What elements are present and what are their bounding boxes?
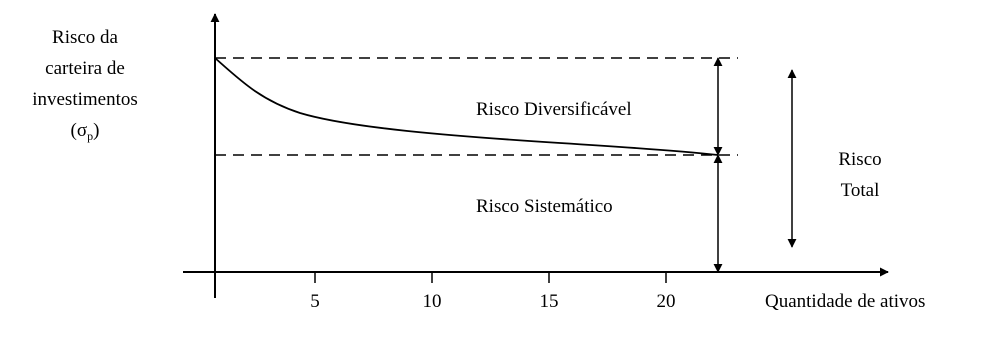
y-axis-label-subscript: p: [87, 129, 93, 143]
y-axis-label-line1: Risco da: [52, 27, 119, 48]
y-axis-label-line3: investimentos: [32, 89, 138, 110]
x-tick-label-10: 10: [423, 291, 442, 312]
x-axis-label: Quantidade de ativos: [765, 291, 925, 312]
y-axis-label-line4: (σp): [71, 120, 100, 143]
diversifiable-risk-label: Risco Diversificável: [476, 99, 632, 120]
y-axis-label-line2: carteira de: [45, 58, 125, 79]
x-tick-label-5: 5: [310, 291, 320, 312]
x-tick-label-15: 15: [540, 291, 559, 312]
systematic-risk-label: Risco Sistemático: [476, 196, 613, 217]
y-axis-label-close: ): [93, 120, 99, 141]
x-tick-label-20: 20: [657, 291, 676, 312]
y-axis-label-sigma: (σ: [71, 120, 88, 141]
total-risk-label-line2: Total: [841, 180, 880, 201]
total-risk-label-line1: Risco: [838, 149, 881, 170]
portfolio-risk-curve: [214, 57, 719, 156]
